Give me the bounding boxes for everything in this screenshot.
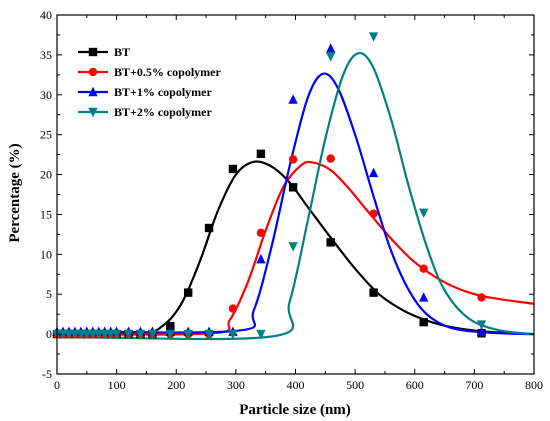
- data-point: [368, 32, 379, 42]
- data-point: [288, 183, 298, 192]
- y-tick-label: 15: [40, 207, 52, 221]
- data-point: [256, 329, 266, 340]
- data-point: [105, 329, 116, 340]
- data-point: [64, 329, 74, 340]
- x-tick-label: 500: [346, 378, 364, 392]
- data-point: [183, 288, 193, 297]
- legend-label: BT+0.5% copolymer: [114, 65, 222, 79]
- data-point: [82, 329, 92, 340]
- legend-marker: [88, 67, 98, 77]
- legend-entry-1: BT+0.5% copolymer: [78, 65, 222, 79]
- data-point: [94, 329, 104, 340]
- data-point: [111, 329, 122, 340]
- data-point: [477, 293, 486, 302]
- y-tick-label: -5: [42, 367, 52, 381]
- legend-marker: [88, 86, 98, 97]
- data-point: [419, 264, 428, 273]
- legend-label: BT: [114, 45, 130, 59]
- series-markers-3: [52, 32, 487, 340]
- data-point: [166, 321, 175, 331]
- data-point: [369, 288, 378, 297]
- data-point: [204, 329, 214, 340]
- data-point: [369, 209, 378, 218]
- data-point: [256, 149, 266, 159]
- data-point: [135, 329, 146, 340]
- data-point: [88, 329, 98, 340]
- series-markers-0: [52, 149, 486, 339]
- data-point: [325, 43, 336, 53]
- legend-entry-0: BT: [78, 45, 130, 59]
- y-tick-label: 0: [46, 327, 52, 341]
- fit-curve-1: [57, 160, 534, 336]
- x-tick-label: 300: [227, 378, 245, 392]
- x-tick-label: 400: [287, 378, 305, 392]
- y-tick-label: 20: [40, 168, 52, 182]
- legend-entry-3: BT+2% copolymer: [78, 105, 213, 119]
- legend-label: BT+2% copolymer: [114, 105, 213, 119]
- legend-marker: [88, 47, 98, 57]
- data-point: [58, 329, 68, 340]
- axes: 0 100 200 300 400 500 600 700 800-50510152025303…: [40, 8, 543, 392]
- y-axis-title: Percentage (%): [7, 143, 23, 242]
- series-markers-1: [52, 154, 486, 339]
- x-tick-label: 800: [525, 378, 543, 392]
- y-tick-label: 5: [46, 287, 52, 301]
- data-point: [204, 223, 214, 233]
- data-point: [476, 320, 487, 330]
- y-tick-label: 35: [40, 48, 52, 62]
- legend-marker: [88, 107, 98, 118]
- data-point: [256, 228, 266, 237]
- data-point: [476, 326, 487, 336]
- fit-curve-3: [57, 51, 534, 341]
- data-point: [288, 94, 298, 104]
- data-point: [326, 238, 335, 247]
- data-point: [326, 154, 335, 163]
- y-tick-label: 10: [40, 247, 52, 261]
- x-axis-title: Particle size (nm): [239, 402, 351, 418]
- legend-entry-2: BT+1% copolymer: [78, 85, 213, 99]
- data-point: [418, 208, 429, 219]
- data-point: [123, 329, 134, 340]
- legend: BT BT+0.5% copolymer BT+1% copolymer BT+2% …: [78, 45, 222, 119]
- x-tick-label: 200: [167, 378, 185, 392]
- data-point: [147, 329, 158, 340]
- data-point: [165, 329, 175, 340]
- data-point: [256, 253, 266, 264]
- data-point: [228, 329, 238, 340]
- x-tick-label: 700: [465, 378, 483, 392]
- data-point: [368, 167, 379, 178]
- data-point: [288, 155, 298, 164]
- y-tick-label: 40: [40, 8, 52, 22]
- y-tick-label: 25: [40, 128, 52, 142]
- data-point: [325, 52, 336, 62]
- plot-area: [52, 32, 534, 341]
- y-tick-label: 30: [40, 88, 52, 102]
- x-tick-label: 0: [54, 378, 60, 392]
- data-point: [228, 304, 238, 313]
- data-point: [418, 292, 429, 302]
- data-point: [100, 329, 110, 340]
- data-point: [228, 164, 238, 174]
- x-tick-label: 600: [406, 378, 424, 392]
- data-point: [288, 242, 298, 252]
- x-tick-label: 100: [108, 378, 126, 392]
- legend-label: BT+1% copolymer: [114, 85, 213, 99]
- data-point: [183, 329, 193, 340]
- data-point: [76, 329, 86, 340]
- data-point: [419, 317, 428, 327]
- fit-curve-2: [57, 72, 534, 336]
- data-point: [70, 329, 80, 340]
